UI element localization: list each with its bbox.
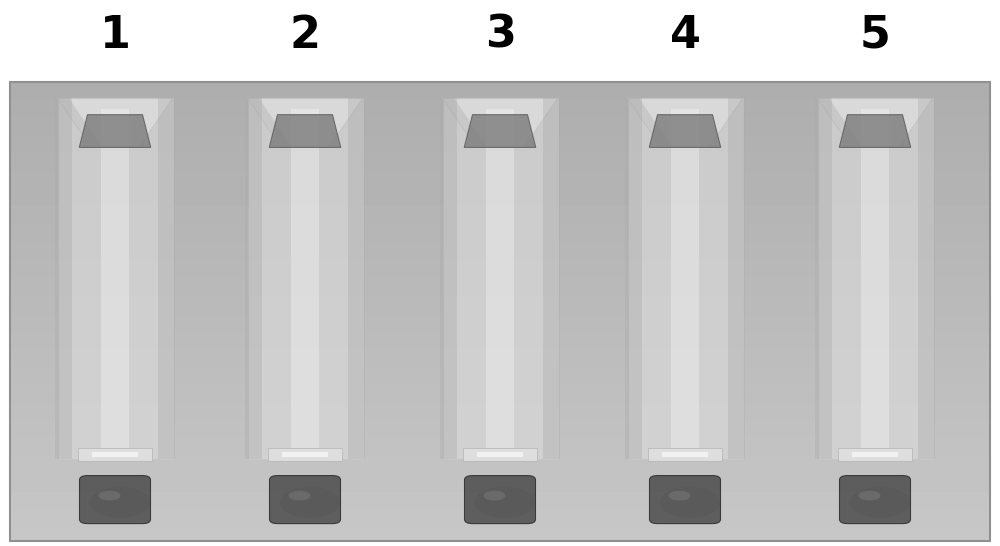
Bar <box>442 98 558 459</box>
Bar <box>291 109 319 448</box>
Text: 3: 3 <box>485 14 515 57</box>
Ellipse shape <box>669 491 691 501</box>
Text: 1: 1 <box>100 14 130 57</box>
Bar <box>543 98 558 459</box>
Text: 4: 4 <box>670 14 700 57</box>
Bar <box>463 448 537 461</box>
Polygon shape <box>248 98 362 147</box>
Polygon shape <box>245 98 365 459</box>
Bar <box>10 82 990 541</box>
Bar <box>58 98 173 459</box>
Bar <box>671 109 699 448</box>
Bar <box>838 448 912 461</box>
Polygon shape <box>248 98 292 147</box>
Bar <box>818 98 832 459</box>
Bar <box>348 98 362 459</box>
Ellipse shape <box>660 486 720 518</box>
Text: 5: 5 <box>860 14 890 57</box>
Polygon shape <box>625 98 745 459</box>
Bar <box>648 448 722 461</box>
Polygon shape <box>839 115 911 147</box>
Ellipse shape <box>858 491 881 501</box>
Polygon shape <box>442 98 488 147</box>
Ellipse shape <box>280 486 340 518</box>
FancyBboxPatch shape <box>464 476 536 524</box>
Bar <box>58 98 72 459</box>
Ellipse shape <box>98 491 120 501</box>
Ellipse shape <box>288 491 310 501</box>
Bar <box>628 98 642 459</box>
Ellipse shape <box>475 486 535 518</box>
Polygon shape <box>818 98 862 147</box>
Polygon shape <box>58 98 103 147</box>
Bar <box>248 98 262 459</box>
Polygon shape <box>628 98 742 147</box>
Bar <box>861 109 889 448</box>
Bar <box>248 98 362 459</box>
Polygon shape <box>58 98 173 147</box>
FancyBboxPatch shape <box>269 476 340 524</box>
Bar <box>918 98 932 459</box>
Polygon shape <box>55 98 175 459</box>
Ellipse shape <box>90 486 150 518</box>
FancyBboxPatch shape <box>840 476 911 524</box>
Bar <box>628 98 743 459</box>
Bar <box>158 98 173 459</box>
FancyBboxPatch shape <box>650 476 721 524</box>
Bar <box>101 109 129 448</box>
Bar <box>728 98 742 459</box>
Polygon shape <box>815 98 935 459</box>
Bar <box>852 453 898 458</box>
Polygon shape <box>818 98 932 147</box>
Polygon shape <box>442 98 558 147</box>
Bar <box>0 0 1000 82</box>
Bar <box>442 98 457 459</box>
Polygon shape <box>464 115 536 147</box>
Bar <box>818 98 932 459</box>
Polygon shape <box>649 115 721 147</box>
Polygon shape <box>628 98 672 147</box>
Bar <box>78 448 152 461</box>
Ellipse shape <box>484 491 506 501</box>
Bar <box>282 453 328 458</box>
Ellipse shape <box>850 486 910 518</box>
Bar <box>92 453 138 458</box>
Polygon shape <box>440 98 560 459</box>
Text: 2: 2 <box>290 14 320 57</box>
Bar <box>662 453 708 458</box>
Bar <box>268 448 342 461</box>
Bar <box>486 109 514 448</box>
Polygon shape <box>79 115 151 147</box>
FancyBboxPatch shape <box>80 476 151 524</box>
Polygon shape <box>269 115 341 147</box>
Bar <box>477 453 523 458</box>
